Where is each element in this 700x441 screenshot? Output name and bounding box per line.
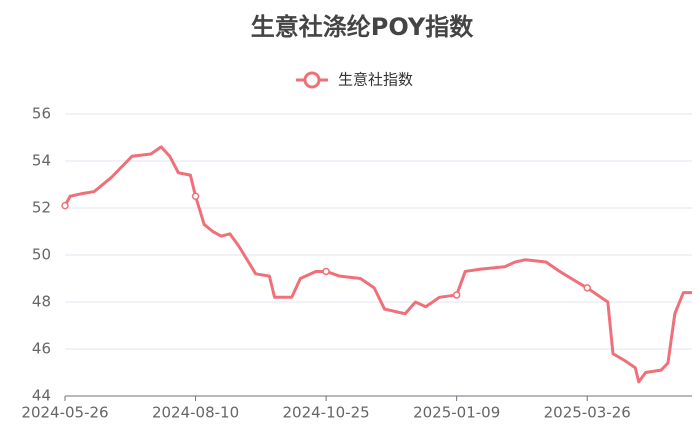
point: [61, 201, 69, 210]
y-tick-label: 56: [32, 105, 51, 123]
point: [191, 192, 200, 200]
legend-label[interactable]: 生意社指数: [338, 71, 413, 89]
x-tick-label: 2025-01-09: [413, 404, 500, 422]
y-tick-label: 46: [32, 340, 51, 358]
point: [452, 291, 461, 299]
point: [322, 267, 330, 276]
y-tick-label: 44: [32, 387, 51, 405]
x-tick-label: 2024-08-10: [152, 404, 239, 422]
chart-title: 生意社涤纶POY指数: [251, 13, 475, 41]
y-tick-label: 48: [32, 293, 51, 311]
x-tick-label: 2024-05-26: [21, 404, 108, 422]
x-tick-label: 2024-10-25: [283, 404, 370, 422]
legend-symbol: [303, 71, 321, 89]
series-line: [63, 145, 692, 384]
y-tick-label: 50: [32, 246, 51, 264]
point: [583, 284, 591, 292]
y-tick-label: 52: [32, 199, 51, 217]
x-tick-label: 2025-03-26: [544, 404, 631, 422]
y-tick-label: 54: [32, 152, 51, 170]
